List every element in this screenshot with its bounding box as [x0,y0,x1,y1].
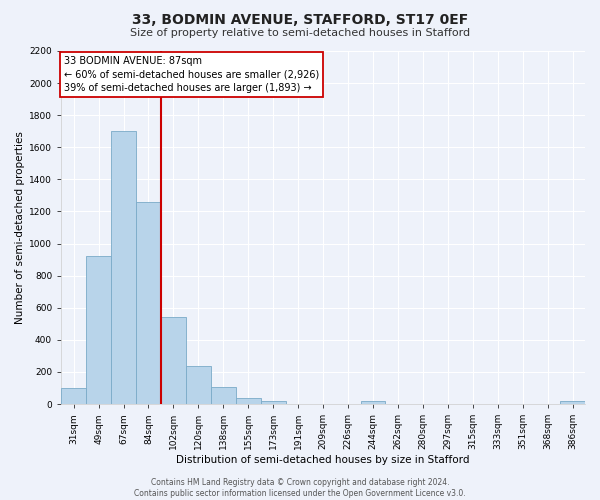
Bar [236,398,261,404]
Bar [560,401,585,404]
Bar [86,256,111,404]
Bar [61,388,86,404]
Bar [136,202,161,404]
Bar [361,401,385,404]
X-axis label: Distribution of semi-detached houses by size in Stafford: Distribution of semi-detached houses by … [176,455,470,465]
Bar [161,318,186,404]
Text: Size of property relative to semi-detached houses in Stafford: Size of property relative to semi-detach… [130,28,470,38]
Bar [211,386,236,404]
Text: 33, BODMIN AVENUE, STAFFORD, ST17 0EF: 33, BODMIN AVENUE, STAFFORD, ST17 0EF [132,12,468,26]
Bar [111,131,136,404]
Text: Contains HM Land Registry data © Crown copyright and database right 2024.
Contai: Contains HM Land Registry data © Crown c… [134,478,466,498]
Text: 33 BODMIN AVENUE: 87sqm
← 60% of semi-detached houses are smaller (2,926)
39% of: 33 BODMIN AVENUE: 87sqm ← 60% of semi-de… [64,56,319,92]
Y-axis label: Number of semi-detached properties: Number of semi-detached properties [15,131,25,324]
Bar [186,366,211,404]
Bar [261,401,286,404]
